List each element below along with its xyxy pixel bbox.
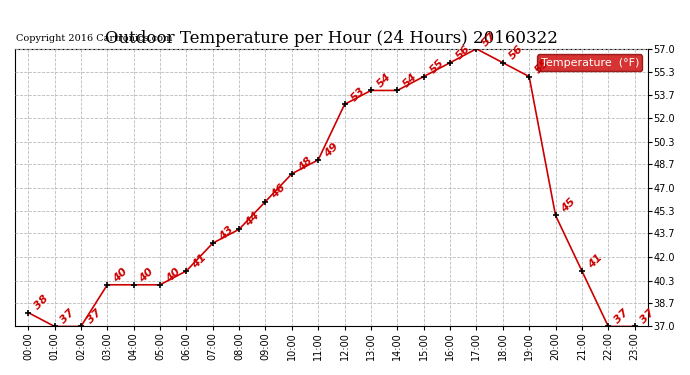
Text: 56: 56 [507, 44, 525, 62]
Title: Outdoor Temperature per Hour (24 Hours) 20160322: Outdoor Temperature per Hour (24 Hours) … [105, 30, 558, 47]
Text: 37: 37 [85, 308, 103, 326]
Text: 37: 37 [639, 308, 657, 326]
Text: 43: 43 [217, 224, 235, 242]
Text: 54: 54 [402, 72, 420, 90]
Text: 37: 37 [59, 308, 77, 326]
Text: 53: 53 [348, 86, 367, 104]
Text: 55: 55 [428, 58, 446, 76]
Text: 40: 40 [112, 266, 130, 284]
Text: 41: 41 [586, 252, 604, 270]
Text: 40: 40 [164, 266, 182, 284]
Text: 44: 44 [244, 210, 262, 228]
Text: 41: 41 [190, 252, 208, 270]
Text: 57: 57 [481, 30, 499, 48]
Text: 49: 49 [322, 141, 340, 159]
Text: 54: 54 [375, 72, 393, 90]
Text: 38: 38 [32, 294, 50, 312]
Text: Copyright 2016 Cartronics.com: Copyright 2016 Cartronics.com [16, 34, 172, 43]
Text: 45: 45 [560, 196, 578, 214]
Text: 48: 48 [296, 155, 314, 173]
Text: 55: 55 [533, 58, 551, 76]
Text: 40: 40 [138, 266, 156, 284]
Text: 37: 37 [613, 308, 631, 326]
Text: 46: 46 [270, 183, 288, 201]
Legend: Temperature  (°F): Temperature (°F) [538, 54, 642, 71]
Text: 56: 56 [454, 44, 472, 62]
